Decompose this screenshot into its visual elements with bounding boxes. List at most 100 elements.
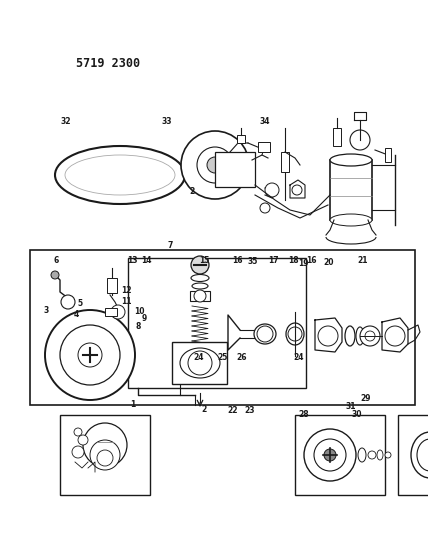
- Text: 18: 18: [288, 256, 298, 264]
- Ellipse shape: [377, 450, 383, 460]
- Circle shape: [197, 147, 233, 183]
- Text: 2: 2: [189, 188, 194, 196]
- Text: 16: 16: [232, 256, 243, 264]
- Circle shape: [60, 325, 120, 385]
- Ellipse shape: [358, 448, 366, 462]
- Ellipse shape: [330, 154, 372, 166]
- Text: 16: 16: [306, 256, 317, 264]
- Text: 9: 9: [141, 314, 146, 323]
- Bar: [215, 152, 255, 187]
- Ellipse shape: [345, 326, 355, 346]
- Circle shape: [360, 326, 380, 346]
- Bar: [105, 308, 117, 316]
- Circle shape: [61, 295, 75, 309]
- Text: 25: 25: [218, 353, 228, 362]
- Circle shape: [90, 440, 120, 470]
- Text: 14: 14: [141, 256, 152, 264]
- Circle shape: [72, 446, 84, 458]
- Text: 12: 12: [122, 286, 132, 295]
- Bar: [385, 148, 391, 162]
- Text: 32: 32: [60, 117, 71, 126]
- Text: 7: 7: [168, 241, 173, 249]
- Ellipse shape: [180, 348, 220, 378]
- Text: 3: 3: [44, 306, 49, 314]
- Circle shape: [78, 435, 88, 445]
- Circle shape: [304, 429, 356, 481]
- Circle shape: [194, 290, 206, 302]
- Text: 24: 24: [193, 353, 203, 362]
- Text: 2: 2: [201, 406, 206, 414]
- Bar: [107, 278, 117, 293]
- Circle shape: [350, 130, 370, 150]
- Text: 6: 6: [53, 256, 58, 264]
- Text: 8: 8: [135, 322, 140, 330]
- Text: 5: 5: [77, 300, 82, 308]
- Bar: [258, 142, 270, 152]
- Text: 28: 28: [299, 410, 309, 419]
- Circle shape: [78, 343, 102, 367]
- Bar: [398, 415, 428, 495]
- Text: 4: 4: [74, 310, 79, 319]
- Text: 24: 24: [294, 353, 304, 362]
- Circle shape: [385, 452, 391, 458]
- Circle shape: [385, 326, 405, 346]
- Circle shape: [324, 449, 336, 461]
- Bar: [333, 128, 341, 146]
- Circle shape: [188, 351, 212, 375]
- Circle shape: [51, 271, 59, 279]
- Ellipse shape: [192, 283, 208, 289]
- Ellipse shape: [191, 274, 209, 281]
- Circle shape: [292, 185, 302, 195]
- Text: 5719 2300: 5719 2300: [76, 57, 140, 70]
- Text: 10: 10: [134, 308, 145, 316]
- Ellipse shape: [286, 323, 304, 345]
- Text: 26: 26: [237, 353, 247, 362]
- Circle shape: [45, 310, 135, 400]
- Circle shape: [181, 131, 249, 199]
- Bar: [237, 135, 245, 143]
- Ellipse shape: [356, 327, 364, 345]
- Text: 29: 29: [361, 394, 371, 402]
- Circle shape: [260, 203, 270, 213]
- Bar: [172, 342, 227, 384]
- Text: 30: 30: [352, 410, 362, 419]
- Circle shape: [191, 256, 209, 274]
- Text: 15: 15: [199, 256, 210, 264]
- Text: 19: 19: [299, 260, 309, 268]
- Ellipse shape: [254, 324, 276, 344]
- Ellipse shape: [417, 439, 428, 471]
- Bar: [281, 152, 289, 172]
- Bar: [330, 160, 372, 220]
- Ellipse shape: [330, 214, 372, 226]
- Text: 20: 20: [324, 258, 334, 266]
- Bar: [190, 291, 210, 301]
- Circle shape: [257, 326, 273, 342]
- Circle shape: [74, 428, 82, 436]
- Text: 34: 34: [259, 117, 270, 126]
- Circle shape: [368, 451, 376, 459]
- Ellipse shape: [55, 146, 185, 204]
- Circle shape: [314, 439, 346, 471]
- Circle shape: [83, 423, 127, 467]
- Circle shape: [111, 305, 125, 319]
- Circle shape: [365, 331, 375, 341]
- Ellipse shape: [411, 432, 428, 478]
- Text: 1: 1: [130, 400, 135, 408]
- Bar: [60, 415, 150, 495]
- Bar: [295, 415, 385, 495]
- Circle shape: [207, 157, 223, 173]
- Circle shape: [97, 450, 113, 466]
- Text: 33: 33: [162, 117, 172, 126]
- Bar: [128, 258, 306, 388]
- Text: 13: 13: [127, 256, 137, 264]
- Circle shape: [318, 326, 338, 346]
- Circle shape: [288, 327, 302, 341]
- Text: 21: 21: [358, 256, 368, 264]
- Bar: [30, 250, 415, 405]
- Text: 22: 22: [227, 407, 238, 415]
- Text: 11: 11: [122, 297, 132, 306]
- Text: 17: 17: [268, 256, 278, 264]
- Text: 23: 23: [244, 407, 255, 415]
- Circle shape: [265, 183, 279, 197]
- Ellipse shape: [65, 155, 175, 195]
